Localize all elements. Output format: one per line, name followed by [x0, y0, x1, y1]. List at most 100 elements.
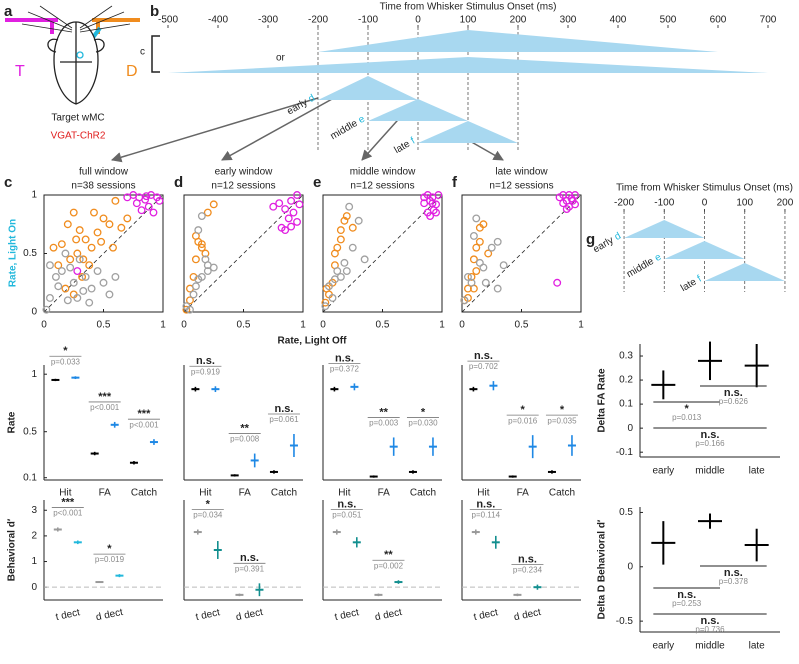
- x-tick-label: 100: [736, 198, 753, 209]
- p-value: p=0.919: [191, 367, 221, 376]
- x-tick-label: -200: [308, 15, 328, 26]
- ramp-panel: e: [357, 113, 368, 126]
- panel-subtitle: n=12 sessions: [350, 181, 414, 192]
- point: [87, 243, 96, 252]
- x-tick-label: t dect: [473, 607, 499, 623]
- point: [105, 220, 114, 229]
- p-value: p=0.234: [513, 566, 543, 575]
- point: [340, 216, 349, 225]
- point: [185, 296, 194, 305]
- point: [137, 206, 146, 215]
- ramp-label: earlyd: [285, 92, 317, 117]
- x-tick-label: 0: [41, 320, 47, 331]
- point: [197, 212, 206, 221]
- point: [111, 196, 120, 205]
- point: [275, 199, 284, 208]
- sig-stars: n.s.: [518, 554, 537, 566]
- panel-letter: b: [150, 3, 159, 20]
- x-tick-label: early: [652, 641, 674, 652]
- label-d: D: [126, 63, 138, 80]
- point: [293, 217, 301, 226]
- sig-stars: **: [240, 422, 249, 434]
- y-tick-label: 0: [31, 307, 37, 318]
- point: [493, 284, 502, 293]
- y-tick-label: 1: [31, 556, 37, 567]
- x-tick-label: 200: [777, 198, 794, 209]
- panel-subtitle: n=12 sessions: [489, 181, 553, 192]
- x-tick-label: 300: [560, 15, 577, 26]
- point: [51, 272, 60, 281]
- point: [197, 240, 206, 249]
- point: [93, 267, 102, 275]
- p-value: p=0.030: [408, 419, 438, 428]
- sig-stars: n.s.: [196, 355, 215, 367]
- point: [464, 284, 472, 293]
- ramp-name: middle: [328, 117, 359, 141]
- ramp: [318, 76, 418, 100]
- x-tick-label: 0: [459, 320, 465, 331]
- x-tick-label: 0: [181, 320, 187, 331]
- point: [333, 267, 342, 275]
- x-tick-label: Catch: [131, 488, 157, 499]
- panel-title: middle window: [350, 167, 416, 178]
- point: [553, 278, 562, 287]
- point: [66, 263, 75, 272]
- y-tick-label: 0.1: [23, 472, 37, 483]
- scatter-y-label: Rate, Light On: [8, 219, 19, 287]
- y-tick-label: -0.1: [616, 447, 634, 458]
- sig-stars: **: [379, 406, 388, 418]
- p-value: p=0.372: [330, 365, 360, 374]
- point: [281, 205, 290, 213]
- ramp: [368, 99, 468, 121]
- x-tick-label: 0.5: [515, 320, 529, 331]
- x-tick-label: early: [652, 466, 674, 477]
- point: [69, 208, 78, 217]
- point: [182, 305, 191, 314]
- point: [293, 191, 301, 199]
- point: [189, 272, 198, 281]
- point: [562, 205, 571, 213]
- y-tick-label: 3: [31, 505, 37, 516]
- point: [57, 267, 66, 275]
- p-value: p=0.033: [51, 357, 81, 366]
- point: [321, 302, 330, 311]
- point: [209, 200, 218, 209]
- sig-stars: n.s.: [474, 350, 493, 362]
- point: [342, 267, 351, 275]
- point: [493, 237, 502, 246]
- point: [189, 290, 198, 299]
- sig-stars: *: [63, 345, 68, 357]
- point: [75, 255, 84, 264]
- y-axis-title: Delta D Behavioral d′: [597, 519, 608, 619]
- ramp-panel: d: [307, 92, 317, 104]
- point: [81, 235, 90, 244]
- y-tick-label: 0.2: [619, 375, 633, 386]
- x-tick-label: 0.5: [237, 320, 251, 331]
- y-tick-label: 0.5: [23, 426, 37, 437]
- point: [75, 226, 84, 235]
- ramp-label: latef: [679, 273, 704, 294]
- y-axis-title: Rate: [7, 411, 18, 433]
- point: [46, 294, 54, 302]
- point: [342, 212, 351, 221]
- point: [197, 272, 206, 281]
- sig-stars: ***: [138, 408, 152, 420]
- point: [42, 305, 51, 314]
- point: [123, 214, 132, 223]
- ramp: [664, 241, 745, 259]
- point: [73, 294, 82, 302]
- p-value: p=0.378: [719, 577, 749, 586]
- ramp: [624, 220, 705, 238]
- point: [66, 255, 75, 264]
- point: [99, 278, 108, 287]
- point: [295, 200, 304, 209]
- point: [348, 243, 357, 252]
- y-tick-label: 0: [627, 423, 633, 434]
- x-tick-label: d dect: [235, 607, 264, 623]
- x-tick-label: FA: [378, 488, 391, 499]
- point: [194, 226, 203, 235]
- point: [197, 243, 206, 252]
- sig-stars: n.s.: [701, 429, 720, 441]
- sig-stars: n.s.: [335, 352, 354, 364]
